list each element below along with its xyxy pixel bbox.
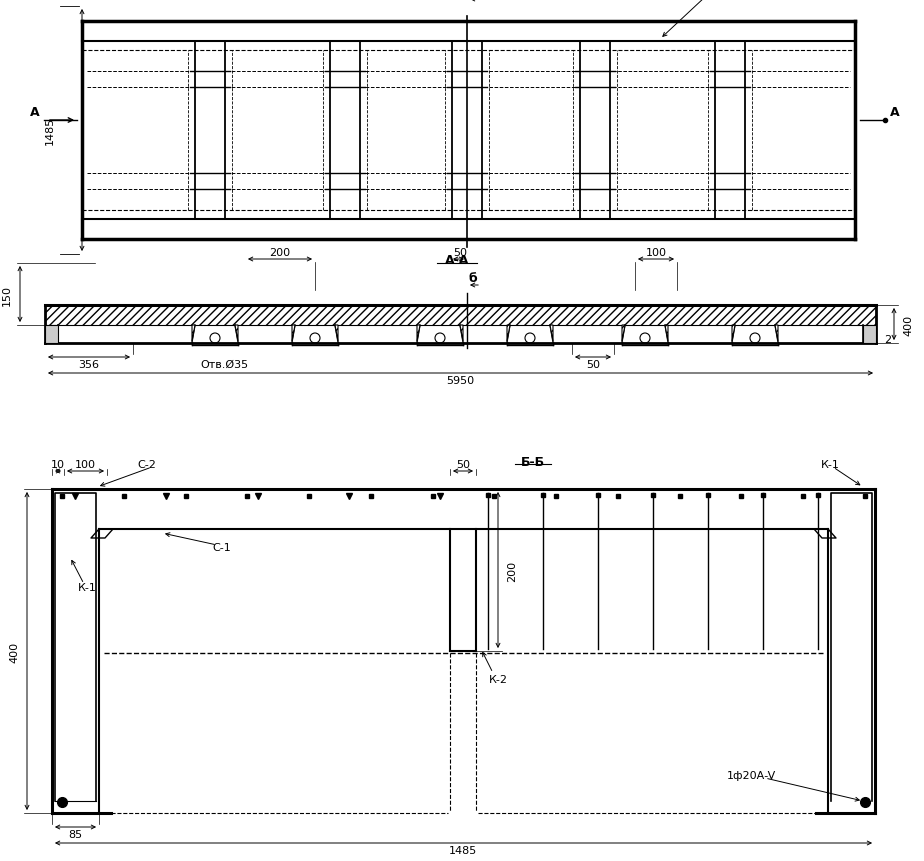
Polygon shape	[417, 325, 420, 342]
Polygon shape	[732, 325, 735, 342]
Text: 50: 50	[586, 360, 600, 369]
Text: Отв.Ø35: Отв.Ø35	[200, 360, 249, 369]
Polygon shape	[335, 325, 338, 342]
Text: б: б	[468, 272, 478, 285]
Polygon shape	[45, 306, 876, 325]
Text: А: А	[30, 107, 40, 120]
Text: 200: 200	[270, 248, 290, 257]
Polygon shape	[863, 325, 876, 344]
Text: 150: 150	[2, 285, 12, 307]
Text: К-1: К-1	[821, 460, 839, 469]
Text: 2: 2	[884, 335, 891, 344]
Text: 100: 100	[646, 248, 666, 257]
Text: С-2: С-2	[138, 460, 156, 469]
Text: 10: 10	[51, 460, 65, 469]
Polygon shape	[192, 325, 195, 342]
Text: Б-Б: Б-Б	[521, 455, 545, 468]
Text: А: А	[890, 107, 900, 120]
Text: А-А: А-А	[444, 254, 469, 267]
Text: 1ф20А-V: 1ф20А-V	[727, 770, 776, 780]
Polygon shape	[622, 325, 625, 342]
Polygon shape	[507, 325, 510, 342]
Text: 356: 356	[79, 360, 100, 369]
Polygon shape	[665, 325, 668, 342]
Text: 50: 50	[453, 248, 467, 257]
Polygon shape	[550, 325, 553, 342]
Text: К-2: К-2	[489, 674, 507, 684]
Text: 400: 400	[903, 314, 913, 335]
Polygon shape	[292, 325, 295, 342]
Text: К-1: К-1	[78, 582, 96, 592]
Polygon shape	[775, 325, 778, 342]
Polygon shape	[235, 325, 238, 342]
Text: 5950: 5950	[446, 375, 474, 386]
Text: 400: 400	[9, 641, 19, 662]
Text: 50: 50	[456, 460, 470, 469]
Text: 100: 100	[75, 460, 95, 469]
Text: С-1: С-1	[213, 542, 231, 553]
Text: 85: 85	[68, 829, 82, 839]
Polygon shape	[45, 325, 58, 344]
Text: 1485: 1485	[449, 845, 477, 855]
Text: 1485: 1485	[45, 117, 55, 145]
Text: 200: 200	[507, 560, 517, 581]
Polygon shape	[460, 325, 463, 342]
